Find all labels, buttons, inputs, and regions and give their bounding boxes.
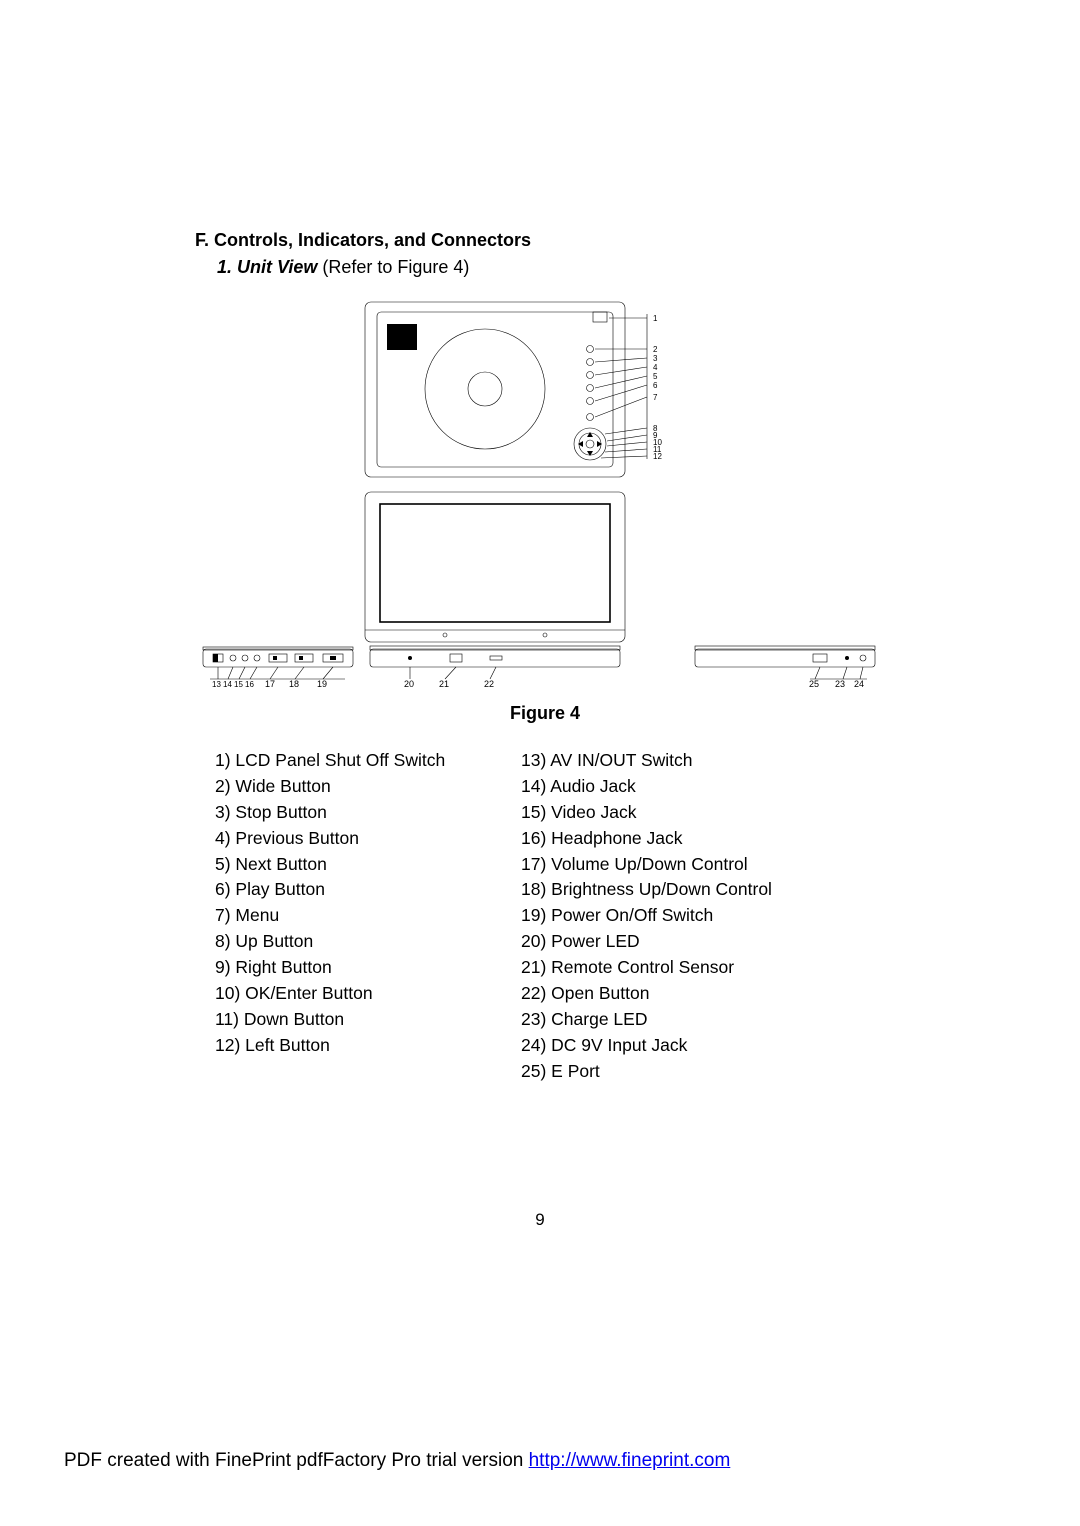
- sub-heading: 1. Unit View (Refer to Figure 4): [217, 257, 895, 278]
- page-number: 9: [0, 1210, 1080, 1230]
- callout-6: 6: [653, 381, 658, 390]
- list-item: 13) AV IN/OUT Switch: [521, 748, 821, 774]
- list-item: 10) OK/Enter Button: [215, 981, 485, 1007]
- list-item: 1) LCD Panel Shut Off Switch: [215, 748, 485, 774]
- list-item: 24) DC 9V Input Jack: [521, 1033, 821, 1059]
- list-item: 15) Video Jack: [521, 800, 821, 826]
- callout-5: 5: [653, 372, 658, 381]
- callout-21: 21: [439, 679, 449, 689]
- parts-list-right: 13) AV IN/OUT Switch 14) Audio Jack 15) …: [521, 748, 821, 1085]
- callout-13: 13: [212, 680, 221, 689]
- callout-17: 17: [265, 679, 275, 689]
- callout-12: 12: [653, 452, 662, 461]
- content-block: F. Controls, Indicators, and Connectors …: [195, 230, 895, 1085]
- callout-25: 25: [809, 679, 819, 689]
- list-item: 8) Up Button: [215, 929, 485, 955]
- subheading-rest: (Refer to Figure 4): [317, 257, 469, 277]
- footer-text: PDF created with FinePrint pdfFactory Pr…: [64, 1450, 529, 1471]
- callout-19: 19: [317, 679, 327, 689]
- list-item: 11) Down Button: [215, 1007, 485, 1033]
- callout-7: 7: [653, 393, 658, 402]
- callout-24: 24: [854, 679, 864, 689]
- list-item: 19) Power On/Off Switch: [521, 903, 821, 929]
- footer-link[interactable]: http://www.fineprint.com: [529, 1450, 731, 1471]
- list-item: 4) Previous Button: [215, 826, 485, 852]
- list-item: 21) Remote Control Sensor: [521, 955, 821, 981]
- section-heading: F. Controls, Indicators, and Connectors: [195, 230, 895, 251]
- callout-4: 4: [653, 363, 658, 372]
- list-item: 17) Volume Up/Down Control: [521, 852, 821, 878]
- list-item: 12) Left Button: [215, 1033, 485, 1059]
- pdf-footer: PDF created with FinePrint pdfFactory Pr…: [64, 1450, 730, 1472]
- list-item: 3) Stop Button: [215, 800, 485, 826]
- list-item: 2) Wide Button: [215, 774, 485, 800]
- figure-caption: Figure 4: [195, 703, 895, 724]
- list-item: 9) Right Button: [215, 955, 485, 981]
- callout-15: 15: [234, 680, 243, 689]
- list-item: 14) Audio Jack: [521, 774, 821, 800]
- callout-20: 20: [404, 679, 414, 689]
- callout-14: 14: [223, 680, 232, 689]
- callout-18: 18: [289, 679, 299, 689]
- list-item: 16) Headphone Jack: [521, 826, 821, 852]
- callout-1: 1: [653, 314, 658, 323]
- list-item: 18) Brightness Up/Down Control: [521, 877, 821, 903]
- list-item: 22) Open Button: [521, 981, 821, 1007]
- list-item: 20) Power LED: [521, 929, 821, 955]
- list-item: 7) Menu: [215, 903, 485, 929]
- callout-3: 3: [653, 354, 658, 363]
- list-item: 5) Next Button: [215, 852, 485, 878]
- parts-list-left: 1) LCD Panel Shut Off Switch 2) Wide But…: [215, 748, 485, 1085]
- page: F. Controls, Indicators, and Connectors …: [0, 0, 1080, 1526]
- list-item: 25) E Port: [521, 1059, 821, 1085]
- callout-23: 23: [835, 679, 845, 689]
- list-item: 23) Charge LED: [521, 1007, 821, 1033]
- callout-22: 22: [484, 679, 494, 689]
- list-item: 6) Play Button: [215, 877, 485, 903]
- diagram-svg: 1 2 3 4 5 6 7 8 9 10 11 12: [195, 294, 895, 689]
- subheading-bold-italic: 1. Unit View: [217, 257, 317, 277]
- figure-4-diagram: 1 2 3 4 5 6 7 8 9 10 11 12: [195, 294, 895, 689]
- parts-list: 1) LCD Panel Shut Off Switch 2) Wide But…: [195, 748, 895, 1085]
- callout-16: 16: [245, 680, 254, 689]
- callout-2: 2: [653, 345, 658, 354]
